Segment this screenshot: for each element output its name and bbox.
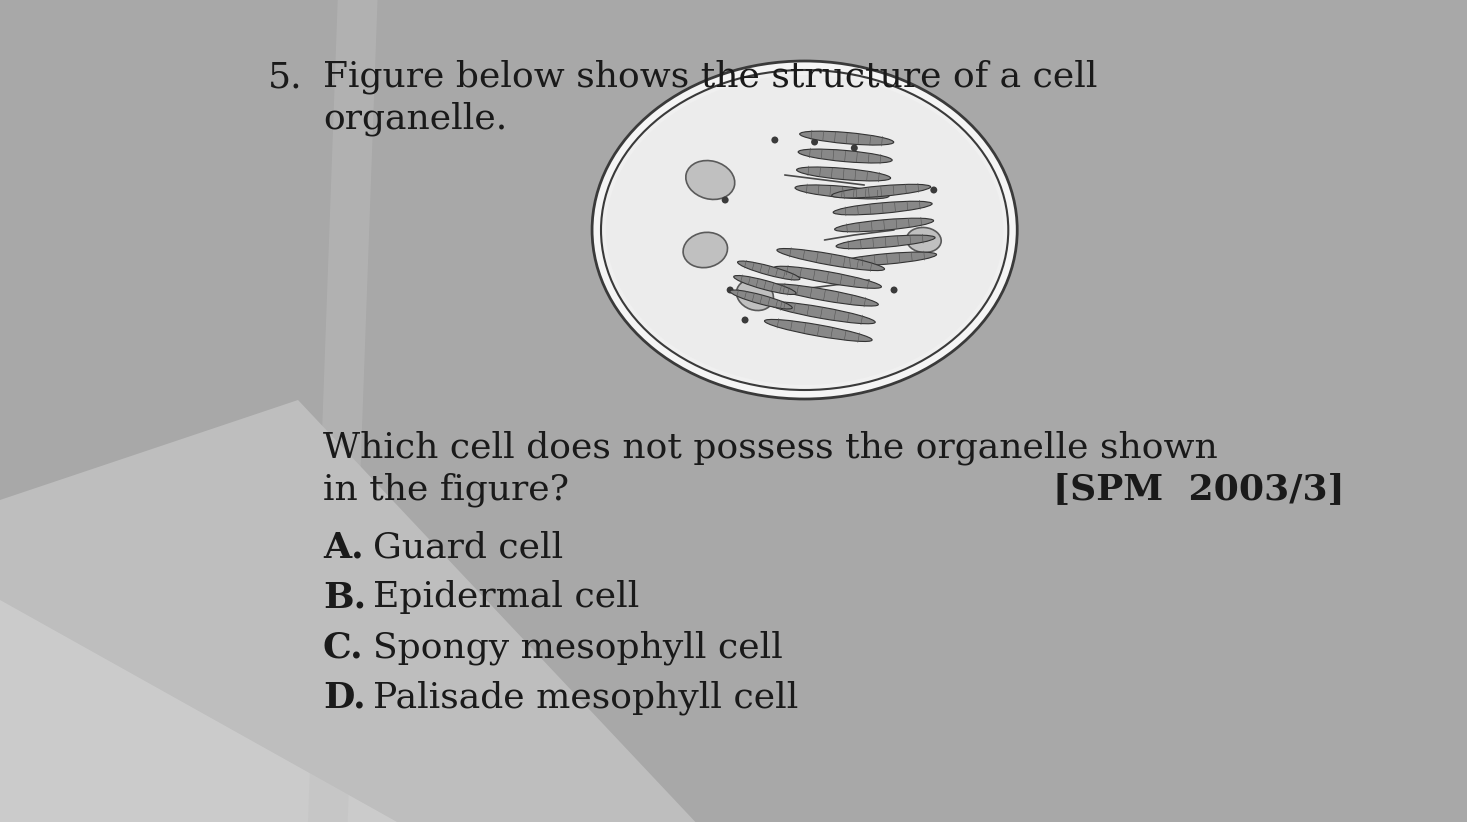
Ellipse shape xyxy=(930,187,937,193)
Ellipse shape xyxy=(835,218,933,232)
Ellipse shape xyxy=(770,284,879,306)
Ellipse shape xyxy=(800,132,893,145)
Text: Figure below shows the structure of a cell: Figure below shows the structure of a ce… xyxy=(323,60,1097,95)
Ellipse shape xyxy=(726,287,734,293)
Ellipse shape xyxy=(767,302,876,324)
Ellipse shape xyxy=(684,233,728,268)
Text: Palisade mesophyll cell: Palisade mesophyll cell xyxy=(373,680,798,714)
Text: organelle.: organelle. xyxy=(323,102,508,136)
Ellipse shape xyxy=(832,184,930,198)
Ellipse shape xyxy=(836,235,934,249)
Ellipse shape xyxy=(797,167,890,181)
Text: Spongy mesophyll cell: Spongy mesophyll cell xyxy=(373,630,782,664)
Polygon shape xyxy=(0,600,398,822)
Ellipse shape xyxy=(593,61,1017,399)
Ellipse shape xyxy=(907,228,942,252)
Ellipse shape xyxy=(778,248,885,270)
Ellipse shape xyxy=(731,290,792,309)
Ellipse shape xyxy=(811,138,819,145)
Ellipse shape xyxy=(851,145,858,151)
Ellipse shape xyxy=(764,320,871,341)
Text: [SPM  2003/3]: [SPM 2003/3] xyxy=(1053,472,1345,506)
Ellipse shape xyxy=(738,261,800,280)
Ellipse shape xyxy=(772,136,779,144)
Text: in the figure?: in the figure? xyxy=(323,472,569,506)
Text: C.: C. xyxy=(323,630,364,664)
Text: Which cell does not possess the organelle shown: Which cell does not possess the organell… xyxy=(323,430,1218,464)
Ellipse shape xyxy=(890,287,898,293)
Ellipse shape xyxy=(606,75,1003,385)
Text: Epidermal cell: Epidermal cell xyxy=(373,580,640,614)
Ellipse shape xyxy=(736,279,773,311)
Ellipse shape xyxy=(601,70,1008,390)
Ellipse shape xyxy=(741,316,748,324)
Ellipse shape xyxy=(773,266,882,289)
Text: A.: A. xyxy=(323,530,364,564)
Text: D.: D. xyxy=(323,680,365,714)
Polygon shape xyxy=(308,0,377,822)
Text: 5.: 5. xyxy=(268,60,302,94)
Ellipse shape xyxy=(722,196,729,204)
Ellipse shape xyxy=(838,252,936,266)
Ellipse shape xyxy=(798,149,892,163)
Ellipse shape xyxy=(833,201,932,215)
Polygon shape xyxy=(0,400,695,822)
Text: Guard cell: Guard cell xyxy=(373,530,563,564)
Ellipse shape xyxy=(685,160,735,200)
Ellipse shape xyxy=(734,275,797,294)
Text: B.: B. xyxy=(323,580,365,614)
Ellipse shape xyxy=(795,185,889,199)
